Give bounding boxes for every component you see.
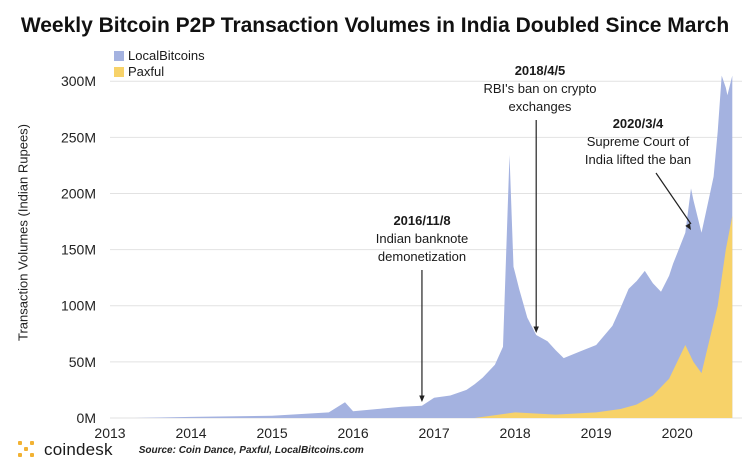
chart-title: Weekly Bitcoin P2P Transaction Volumes i… bbox=[20, 14, 730, 37]
annotation-arrowhead-2 bbox=[685, 223, 691, 230]
annotation-date-1: 2018/4/5 bbox=[514, 63, 566, 78]
annotation-text-1-0: RBI's ban on crypto bbox=[483, 81, 597, 96]
annotation-text-2-0: Supreme Court of bbox=[586, 134, 690, 149]
annotation-date-2: 2020/3/4 bbox=[612, 116, 664, 131]
annotation-text-0-0: Indian banknote bbox=[375, 231, 469, 246]
annotation-0: 2016/11/8 Indian banknote demonetization bbox=[342, 212, 502, 266]
annotation-arrowhead-0 bbox=[419, 395, 425, 402]
x-tick-label-2: 2015 bbox=[256, 425, 287, 441]
y-tick-label-5: 250M bbox=[61, 129, 96, 145]
y-tick-label-0: 0M bbox=[77, 410, 96, 426]
annotation-text-2-1: India lifted the ban bbox=[584, 152, 692, 167]
source-note: Source: Coin Dance, Paxful, LocalBitcoin… bbox=[138, 444, 364, 456]
x-tick-label-1: 2014 bbox=[175, 425, 206, 441]
y-tick-label-6: 300M bbox=[61, 73, 96, 89]
legend-item-paxful: Paxful bbox=[114, 64, 205, 80]
x-tick-label-4: 2017 bbox=[419, 425, 450, 441]
x-tick-label-0: 2013 bbox=[94, 425, 125, 441]
y-tick-label-3: 150M bbox=[61, 242, 96, 258]
coindesk-logo-icon bbox=[18, 441, 36, 459]
annotation-1: 2018/4/5 RBI's ban on crypto exchanges bbox=[460, 62, 620, 116]
y-tick-label-1: 50M bbox=[69, 354, 96, 370]
annotation-text-0-1: demonetization bbox=[377, 249, 467, 264]
brand-name: coindesk bbox=[44, 440, 113, 459]
annotation-arrowhead-1 bbox=[533, 326, 539, 333]
legend-label-paxful: Paxful bbox=[128, 64, 165, 79]
annotation-2: 2020/3/4 Supreme Court of India lifted the… bbox=[558, 115, 718, 169]
x-tick-label-7: 2020 bbox=[662, 425, 693, 441]
y-tick-label-4: 200M bbox=[61, 185, 96, 201]
annotation-date-0: 2016/11/8 bbox=[393, 213, 451, 228]
area-paxful bbox=[474, 215, 733, 418]
legend-swatch-paxful bbox=[114, 67, 124, 77]
y-tick-label-2: 100M bbox=[61, 298, 96, 314]
legend-item-localbitcoins: LocalBitcoins bbox=[114, 48, 205, 64]
x-tick-label-5: 2018 bbox=[500, 425, 531, 441]
x-tick-label-6: 2019 bbox=[581, 425, 612, 441]
legend-swatch-localbitcoins bbox=[114, 51, 124, 61]
legend-label-localbitcoins: LocalBitcoins bbox=[128, 48, 205, 63]
footer: coindesk Source: Coin Dance, Paxful, Loc… bbox=[18, 440, 364, 460]
legend: LocalBitcoins Paxful bbox=[114, 48, 205, 80]
x-tick-label-3: 2016 bbox=[337, 425, 368, 441]
annotation-text-1-1: exchanges bbox=[508, 99, 572, 114]
annotation-arrow-2 bbox=[655, 172, 692, 225]
